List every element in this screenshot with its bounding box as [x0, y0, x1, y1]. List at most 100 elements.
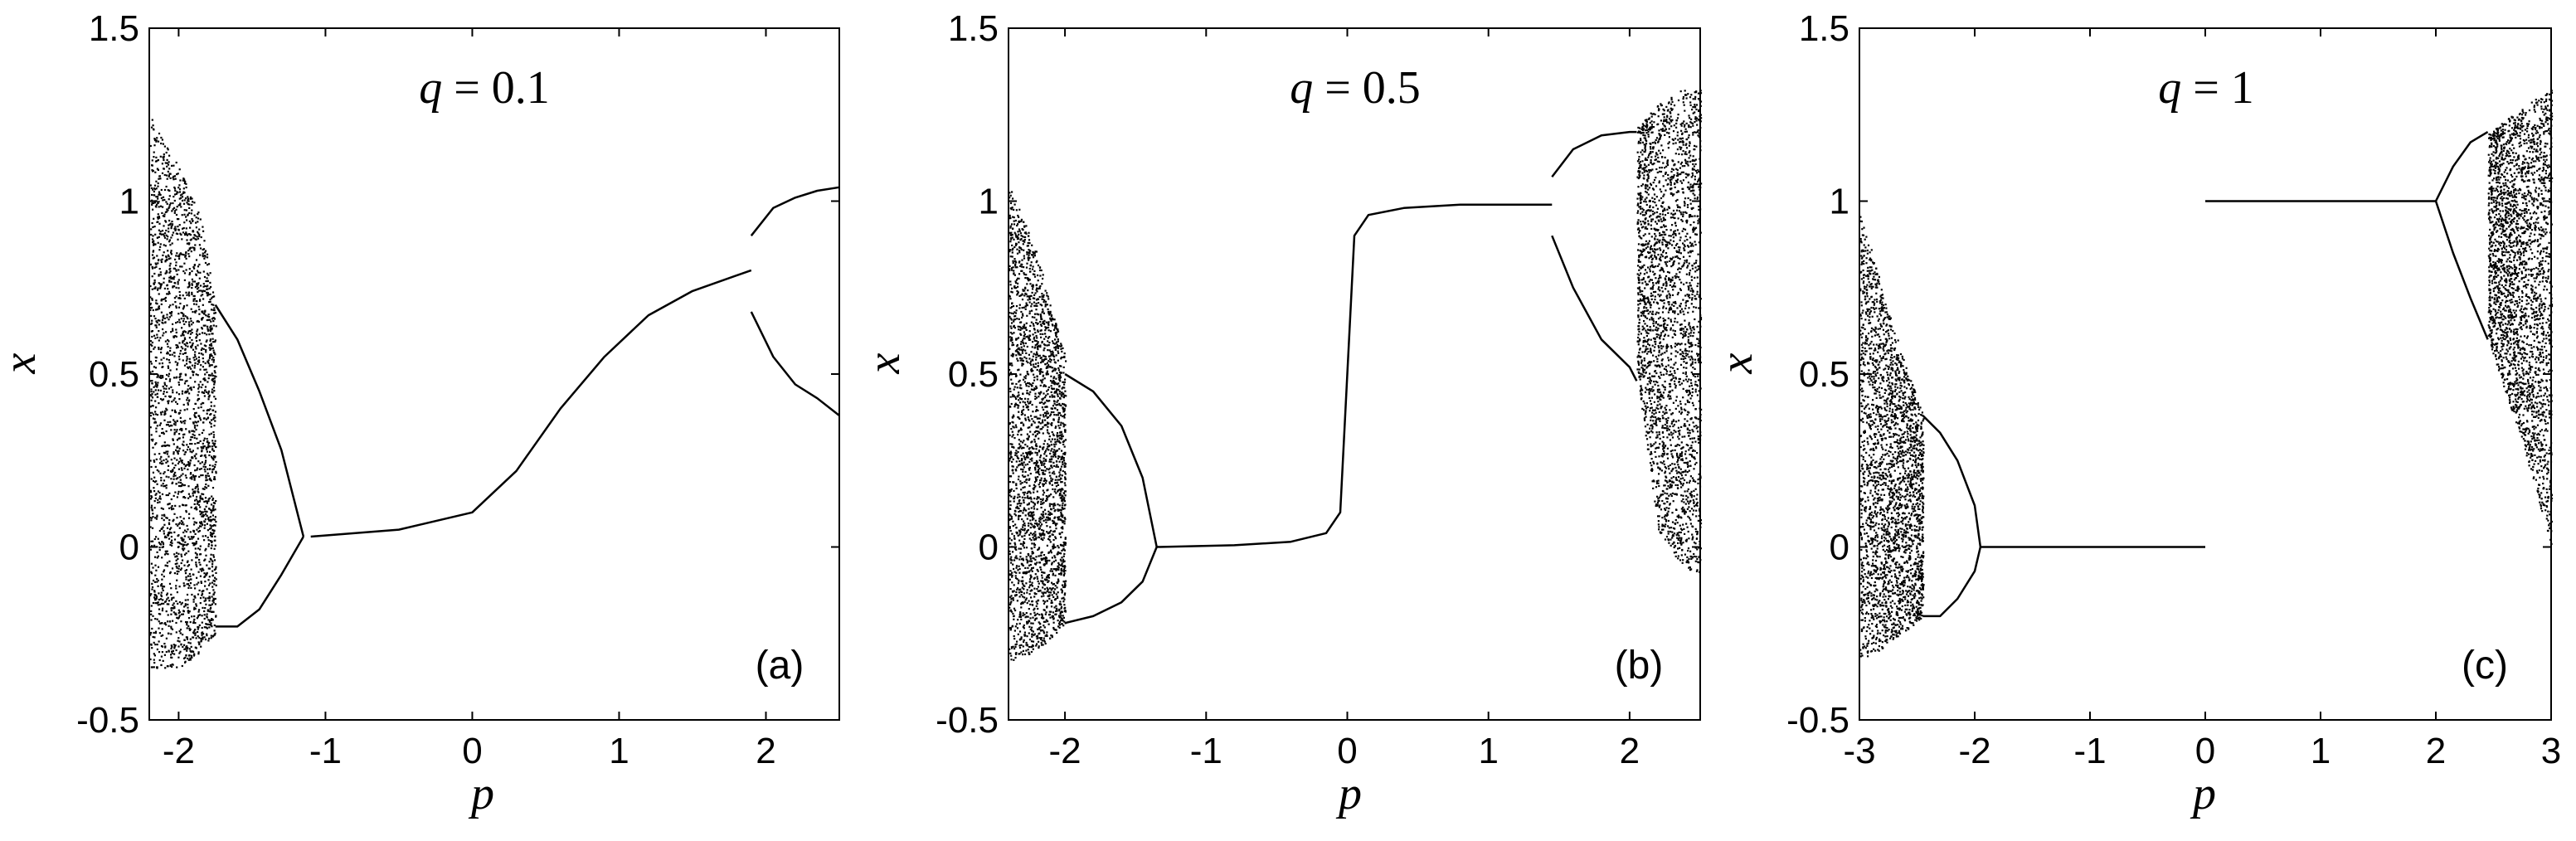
chaotic-point [1019, 532, 1022, 534]
chaotic-point [1063, 586, 1067, 588]
chaotic-point [180, 543, 182, 546]
chaotic-point [215, 376, 217, 378]
chaotic-point [1033, 251, 1036, 254]
chaotic-point [154, 411, 157, 413]
chaotic-point [1023, 585, 1026, 587]
chaotic-point [1023, 534, 1026, 537]
chaotic-point [1016, 532, 1018, 535]
chaotic-point [1028, 524, 1030, 527]
chaotic-point [1023, 588, 1025, 591]
chaotic-point [178, 586, 181, 588]
chaotic-point [151, 396, 154, 399]
chaotic-point [1038, 266, 1042, 269]
chaotic-point [194, 532, 197, 535]
chaotic-point [185, 511, 187, 513]
chaotic-point [158, 319, 161, 322]
chaotic-point [169, 177, 172, 179]
chaotic-point [1027, 408, 1030, 411]
chaotic-point [1026, 245, 1028, 247]
chaotic-point [197, 615, 199, 618]
chaotic-point [183, 192, 186, 194]
chaotic-point [212, 459, 215, 461]
chaotic-point [1010, 223, 1013, 226]
chaotic-point [192, 266, 195, 269]
chaotic-point [1010, 654, 1013, 657]
chaotic-point [1013, 327, 1016, 329]
chaotic-point [1034, 430, 1037, 433]
chaotic-point [1052, 318, 1054, 321]
chaotic-point [158, 306, 160, 309]
chaotic-point [176, 572, 178, 575]
chaotic-point [1050, 411, 1052, 414]
chaotic-point [197, 231, 199, 233]
chaotic-point [196, 503, 198, 505]
chaotic-point [1043, 529, 1045, 532]
chaotic-point [177, 541, 179, 544]
chaotic-point [1055, 333, 1057, 335]
chaotic-point [179, 302, 182, 305]
chaotic-point [1033, 542, 1035, 545]
panel-label-a: (a) [756, 644, 804, 688]
chaotic-point [176, 666, 178, 668]
chaotic-point [1048, 538, 1051, 542]
chaotic-point [203, 572, 206, 575]
chaotic-point [192, 650, 195, 653]
chaotic-point [175, 649, 177, 652]
chaotic-point [1029, 556, 1032, 558]
chaotic-point [187, 253, 190, 255]
chaotic-point [207, 417, 209, 420]
chaotic-point [1028, 337, 1030, 339]
chaotic-point [207, 294, 210, 296]
chaotic-point [1059, 543, 1062, 546]
chaotic-point [174, 464, 177, 467]
chaotic-point [1032, 537, 1034, 539]
chaotic-point [203, 539, 206, 542]
chaotic-point [1033, 373, 1035, 376]
chaotic-point [188, 585, 191, 587]
chaotic-point [158, 201, 160, 203]
chaotic-point [1028, 581, 1031, 583]
chaotic-point [171, 353, 173, 356]
chaotic-point [211, 358, 213, 361]
chaotic-point [153, 151, 155, 153]
chaotic-point [192, 621, 195, 625]
chaotic-point [211, 297, 213, 299]
chaotic-point [184, 348, 187, 351]
chaotic-point [171, 505, 173, 508]
chaotic-point [162, 334, 164, 337]
chaotic-point [197, 399, 199, 401]
chaotic-point [1038, 627, 1041, 630]
chaotic-point [1043, 453, 1046, 455]
chaotic-point [181, 523, 183, 525]
chaotic-point [1012, 266, 1014, 269]
chaotic-point [157, 262, 159, 265]
chaotic-point [1016, 318, 1018, 320]
chaotic-point [204, 638, 207, 641]
chaotic-point [211, 344, 213, 347]
chaotic-point [186, 234, 188, 236]
chaotic-point [170, 506, 173, 508]
chaotic-point [162, 543, 165, 546]
chaotic-point [158, 435, 161, 437]
chaotic-point [209, 445, 211, 448]
chaotic-point [1025, 547, 1028, 549]
chaotic-point [1034, 469, 1037, 471]
chaotic-point [211, 619, 214, 621]
chaotic-point [1062, 443, 1065, 445]
chaotic-point [151, 159, 153, 162]
chaotic-point [173, 572, 176, 575]
chaotic-point [1049, 380, 1052, 382]
chaotic-point [151, 627, 153, 630]
chaotic-point [1009, 422, 1011, 425]
chaotic-point [1015, 487, 1018, 489]
chaotic-point [1037, 280, 1039, 282]
chaotic-point [1053, 343, 1056, 345]
chaotic-point [177, 617, 179, 620]
chaotic-point [1019, 615, 1022, 618]
chaotic-point [1047, 310, 1050, 313]
chaotic-point [153, 507, 156, 509]
chaotic-point [1065, 360, 1067, 362]
chaotic-point [208, 637, 211, 639]
chaotic-point [204, 373, 207, 376]
chaotic-point [158, 632, 161, 634]
